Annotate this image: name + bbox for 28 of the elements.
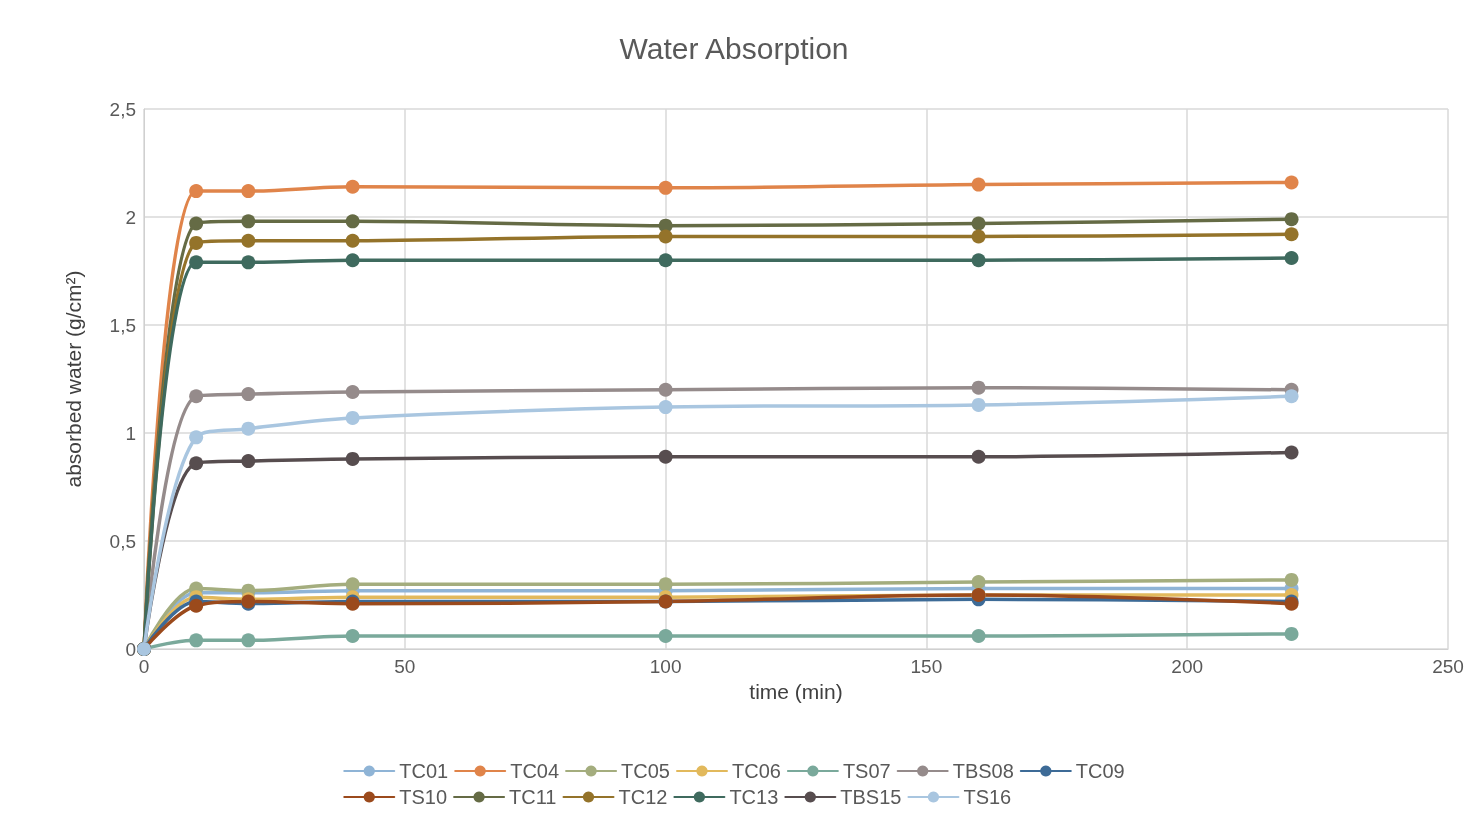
legend-label: TS10 (399, 786, 448, 808)
chart-title: Water Absorption (619, 31, 849, 65)
legend-label: TC01 (399, 760, 449, 782)
y-tick-label: 2 (125, 206, 136, 228)
x-tick-label: 100 (649, 656, 682, 677)
y-tick-label: 2,5 (109, 98, 136, 120)
legend-label: TC11 (509, 786, 557, 808)
x-tick-label: 250 (1432, 656, 1464, 677)
legend-label: TC09 (1075, 760, 1125, 782)
x-tick-label: 200 (1171, 656, 1204, 677)
x-axis-title: time (min) (749, 679, 843, 703)
legend-label: TS16 (963, 786, 1012, 808)
y-axis-title: absorbed water (g/cm²) (62, 270, 85, 488)
y-tick-label: 0,5 (109, 530, 136, 552)
y-tick-label: 1 (125, 422, 136, 444)
legend-label: TC12 (618, 786, 668, 808)
y-tick-label: 0 (125, 638, 136, 660)
legend-label: TC13 (729, 786, 779, 808)
legend-label: TC04 (510, 760, 560, 782)
legend-label: TS07 (842, 760, 891, 782)
x-tick-label: 150 (910, 656, 943, 677)
x-tick-label: 0 (138, 656, 150, 677)
legend-label: TC05 (621, 760, 670, 782)
x-tick-label: 50 (394, 656, 416, 677)
legend-label: TBS15 (840, 786, 902, 808)
legend-label: TBS08 (952, 760, 1014, 782)
legend-label: TC06 (731, 760, 781, 782)
y-tick-label: 1,5 (109, 314, 136, 336)
